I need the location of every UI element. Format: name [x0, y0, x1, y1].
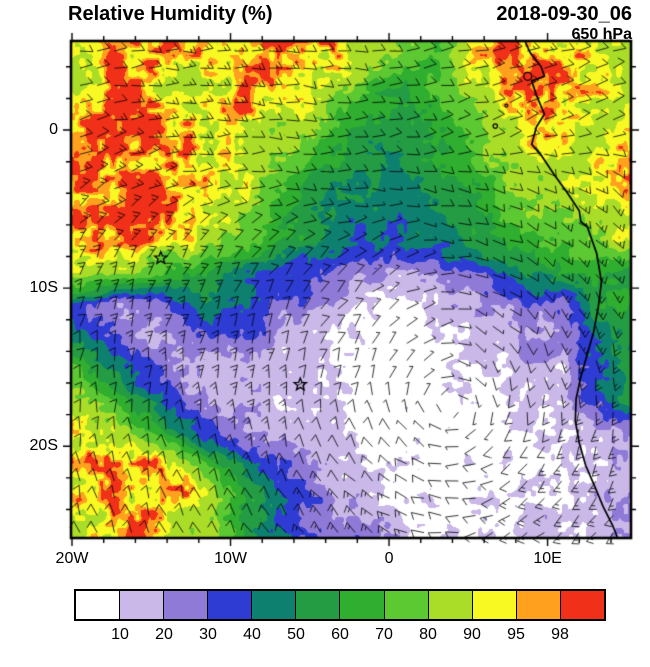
y-tick-label: 20S [29, 437, 58, 455]
x-tick-label: 0 [384, 550, 394, 567]
pressure-level-label: 650 hPa [571, 26, 632, 43]
colorbar-cell [428, 591, 473, 619]
y-tick-label: 0 [49, 121, 58, 139]
y-tick-label: 10S [29, 279, 58, 297]
x-tick-label: 10W [214, 550, 247, 567]
chart-title: Relative Humidity (%) [68, 3, 273, 25]
x-tick-label: 20W [55, 550, 89, 567]
colorbar-cell [340, 591, 385, 619]
colorbar-tick-label: 80 [419, 626, 437, 643]
colorbar-cell [384, 591, 429, 619]
colorbar-tick-label: 50 [287, 626, 305, 643]
colorbar-tick-label: 60 [331, 626, 349, 643]
colorbar-tick-label: 40 [243, 626, 261, 643]
colorbar-cell [120, 591, 165, 619]
colorbar-tick-label: 10 [111, 626, 129, 643]
colorbar-cell [516, 591, 561, 619]
colorbar-tick-label: 20 [155, 626, 173, 643]
colorbar-cell [76, 591, 121, 619]
colorbar-cell [208, 591, 253, 619]
colorbar-tick-label: 70 [375, 626, 393, 643]
colorbar-tick-label: 90 [463, 626, 481, 643]
colorbar-cell [472, 591, 517, 619]
colorbar-cell [164, 591, 209, 619]
colorbar-cell [560, 591, 604, 619]
x-tick-label: 10E [533, 550, 562, 567]
colorbar-cell [252, 591, 297, 619]
colorbar-cell [296, 591, 341, 619]
colorbar [74, 589, 606, 621]
colorbar-tick-label: 95 [507, 626, 525, 643]
colorbar-tick-label: 98 [551, 626, 569, 643]
rh-map-canvas [0, 0, 650, 555]
colorbar-tick-label: 30 [199, 626, 217, 643]
chart-datetime: 2018-09-30_06 [496, 3, 632, 25]
